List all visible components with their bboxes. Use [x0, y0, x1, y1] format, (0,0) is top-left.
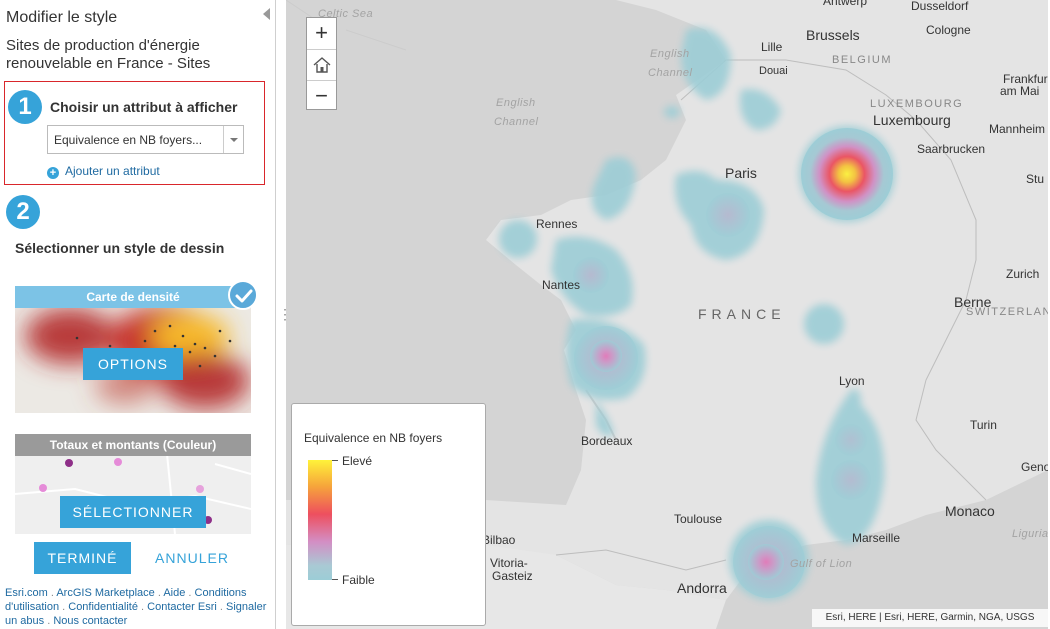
map-label-luxembourg-country: LUXEMBOURG: [870, 98, 964, 110]
map-label-antwerp: Antwerp: [823, 0, 868, 8]
map-attribution: Esri, HERE | Esri, HERE, Garmin, NGA, US…: [812, 609, 1048, 627]
layer-name: Sites de production d'énergie renouvelab…: [6, 37, 211, 72]
footer-links: Esri.com . ArcGIS Marketplace . Aide . C…: [5, 587, 267, 627]
step1-number: 1: [8, 90, 42, 124]
step1-label: Choisir un attribut à afficher: [50, 99, 238, 115]
map-label-english-2: English: [496, 97, 536, 109]
map-label-cologne: Cologne: [926, 23, 971, 37]
map-label-switzerland: SWITZERLAND: [966, 306, 1048, 318]
map-label-english-1: English: [650, 48, 690, 60]
map-label-marseille: Marseille: [852, 531, 901, 545]
style-card-title: Carte de densité: [15, 286, 251, 308]
map-label-lille: Lille: [761, 40, 783, 54]
map-label-ligurian: Ligurian: [1012, 528, 1048, 540]
attribute-select[interactable]: Equivalence en NB foyers...: [47, 125, 244, 154]
map-label-douai: Douai: [759, 65, 788, 77]
map-label-nantes: Nantes: [542, 278, 581, 292]
map-label-brussels: Brussels: [806, 27, 860, 43]
map-label-zurich: Zurich: [1006, 267, 1040, 281]
panel-splitter[interactable]: [278, 306, 292, 326]
map-label-andorra: Andorra: [677, 580, 727, 596]
map-label-channel-1: Channel: [648, 67, 693, 79]
done-button[interactable]: TERMINÉ: [34, 542, 131, 574]
map-label-france: FRANCE: [698, 306, 786, 322]
step2-number: 2: [6, 195, 40, 229]
footer-link[interactable]: ArcGIS Marketplace: [56, 587, 155, 599]
add-attribute-link[interactable]: + Ajouter un attribut: [47, 164, 160, 179]
step1-section: [4, 81, 265, 185]
selected-check-icon: [228, 280, 258, 310]
panel-title: Modifier le style: [6, 9, 118, 26]
footer-link[interactable]: Aide: [163, 587, 186, 599]
legend-label-high: Elevé: [342, 454, 373, 468]
home-button[interactable]: [307, 49, 336, 79]
map-label-gulf-of-lion: Gulf of Lion: [790, 558, 853, 570]
style-panel: Modifier le style Sites de production d'…: [0, 0, 276, 629]
map-label-bern: Berne: [954, 294, 992, 310]
map-label-frankfurt: Frankfur: [1003, 72, 1048, 86]
map-label-gasteiz: Gasteiz: [492, 569, 533, 583]
style-card-title: Totaux et montants (Couleur): [15, 434, 251, 456]
map-label-monaco: Monaco: [945, 503, 995, 519]
map-label-saarbrucken: Saarbrucken: [917, 142, 986, 156]
footer-link[interactable]: Esri.com: [5, 587, 48, 599]
style-card-color-totals[interactable]: Totaux et montants (Couleur) SÉLECTIONNE…: [15, 434, 251, 534]
map-label-rennes: Rennes: [536, 217, 578, 231]
map-label-stuttgart: Stu: [1026, 172, 1045, 186]
cancel-button[interactable]: ANNULER: [155, 550, 229, 566]
legend-color-ramp: [308, 460, 332, 580]
map-label-belgium: BELGIUM: [832, 54, 893, 66]
add-attribute-label: Ajouter un attribut: [65, 164, 160, 178]
map-label-vitoria: Vitoria-: [490, 556, 528, 570]
map-label-bilbao: Bilbao: [482, 533, 516, 547]
legend-tick-high: [332, 460, 338, 461]
footer-link[interactable]: Confidentialité: [68, 601, 138, 613]
options-button[interactable]: OPTIONS: [83, 348, 183, 380]
legend-label-low: Faible: [342, 573, 375, 587]
map-label-geneva: Geno: [1021, 460, 1048, 474]
basemap: [286, 0, 1048, 629]
zoom-in-button[interactable]: +: [315, 20, 328, 45]
plus-circle-icon: +: [47, 167, 59, 179]
map-label-toulouse: Toulouse: [674, 512, 723, 526]
map-label-paris: Paris: [725, 165, 757, 181]
map-label-channel-2: Channel: [494, 116, 539, 128]
attribute-select-value: Equivalence en NB foyers...: [54, 133, 203, 147]
style-card-heatmap[interactable]: Carte de densité OPTIONS: [15, 286, 251, 413]
step2-label: Sélectionner un style de dessin: [15, 240, 225, 256]
select-style-button[interactable]: SÉLECTIONNER: [60, 496, 206, 528]
map-legend: Equivalence en NB foyers Elevé Faible: [291, 403, 486, 626]
map-label-lyon: Lyon: [839, 374, 865, 388]
map-label-turin: Turin: [970, 418, 997, 432]
map-label-mannheim: Mannheim: [989, 122, 1046, 136]
footer-link[interactable]: Contacter Esri: [147, 601, 217, 613]
zoom-control: + −: [306, 17, 337, 110]
footer-link[interactable]: Nous contacter: [53, 615, 128, 627]
map-label-luxembourg: Luxembourg: [873, 112, 951, 128]
legend-tick-low: [332, 579, 338, 580]
chevron-down-icon[interactable]: [223, 126, 243, 153]
map-label-bordeaux: Bordeaux: [581, 434, 633, 448]
footer-link[interactable]: Conditions d'utilisation: [5, 587, 247, 613]
legend-title: Equivalence en NB foyers: [304, 431, 443, 445]
footer-link[interactable]: Signaler un abus: [5, 601, 267, 627]
zoom-out-button[interactable]: −: [307, 80, 336, 110]
collapse-panel-icon[interactable]: [261, 8, 271, 20]
map-label-dusseldorf: Dusseldorf: [911, 0, 969, 13]
map-label-am-main: am Mai: [1000, 84, 1040, 98]
home-icon: [313, 57, 330, 73]
